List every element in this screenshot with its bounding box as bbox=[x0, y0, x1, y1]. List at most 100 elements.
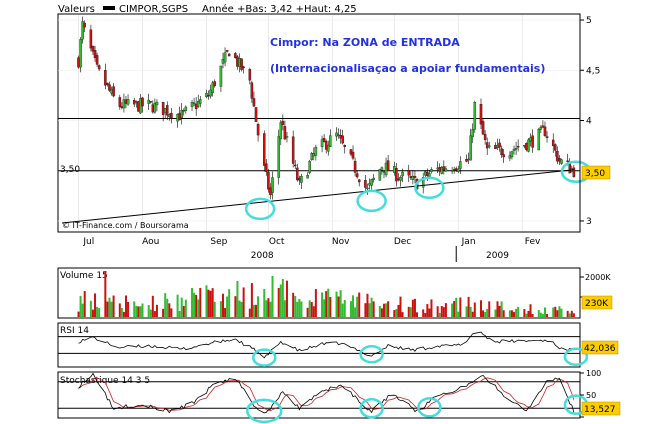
candle-body-up bbox=[79, 39, 82, 68]
volume-last-value: 230K bbox=[585, 299, 609, 309]
price-candle bbox=[163, 108, 167, 119]
volume-bar bbox=[442, 307, 445, 317]
candle-body-down bbox=[357, 179, 361, 183]
volume-bar bbox=[556, 310, 559, 317]
price-y-tick-label: 5 bbox=[586, 16, 592, 26]
volume-bar bbox=[228, 289, 231, 317]
candle-body-up bbox=[471, 129, 474, 137]
price-candle bbox=[254, 107, 258, 122]
volume-bar bbox=[285, 280, 288, 317]
price-candle bbox=[120, 102, 124, 110]
rsi-highlight-circle bbox=[359, 344, 384, 364]
price-candle bbox=[399, 175, 402, 187]
volume-bar bbox=[120, 307, 123, 317]
candle-body-down bbox=[108, 84, 111, 91]
volume-bar bbox=[137, 306, 140, 317]
price-candle bbox=[221, 52, 225, 69]
volume-bar bbox=[382, 303, 385, 317]
price-candle bbox=[560, 158, 563, 165]
candle-body-down bbox=[77, 57, 80, 68]
volume-bar bbox=[531, 314, 534, 317]
volume-bar bbox=[335, 291, 338, 317]
candle-body-down bbox=[341, 135, 344, 144]
volume-bar bbox=[298, 298, 301, 317]
price-candle bbox=[147, 93, 150, 111]
volume-bar bbox=[525, 313, 528, 317]
candle-body-up bbox=[527, 139, 530, 152]
price-candle bbox=[386, 154, 390, 171]
volume-bar bbox=[197, 299, 200, 317]
price-y-tick-label: 3 bbox=[586, 217, 592, 227]
x-axis: Jul Aou Sep Oct Nov Dec Jan Fev 2008 2009 bbox=[82, 237, 541, 262]
instrument-name: CIMPOR,SGPS bbox=[119, 4, 188, 15]
price-candle bbox=[430, 167, 433, 174]
volume-bar bbox=[327, 288, 330, 317]
rsi-title: RSI 14 bbox=[60, 326, 89, 336]
volume-bar bbox=[552, 307, 555, 317]
volume-bar bbox=[104, 271, 107, 317]
price-candle bbox=[407, 164, 411, 182]
price-candle bbox=[279, 120, 283, 146]
candle-body-up bbox=[163, 108, 167, 113]
price-candle bbox=[397, 173, 400, 182]
candle-body-down bbox=[395, 168, 398, 182]
price-candle bbox=[227, 53, 231, 57]
price-candle bbox=[469, 128, 472, 161]
price-candle bbox=[77, 55, 80, 69]
volume-bar bbox=[79, 295, 82, 317]
candle-body-up bbox=[182, 110, 186, 112]
candle-body-up bbox=[496, 145, 499, 149]
volume-bar bbox=[96, 306, 99, 317]
volume-bar bbox=[471, 311, 474, 317]
price-candle bbox=[364, 175, 367, 192]
price-candle bbox=[139, 93, 142, 115]
volume-bar bbox=[234, 296, 237, 317]
volume-bar bbox=[527, 310, 530, 317]
stochastic-lines bbox=[78, 372, 575, 414]
volume-bar bbox=[529, 304, 532, 317]
volume-bar bbox=[242, 287, 245, 317]
volume-bar bbox=[112, 295, 115, 317]
candle-body-up bbox=[473, 102, 477, 130]
candle-body-down bbox=[240, 58, 243, 70]
price-candle bbox=[199, 96, 202, 108]
candle-body-down bbox=[250, 82, 254, 99]
volume-bar bbox=[323, 299, 326, 317]
candle-body-down bbox=[442, 166, 446, 171]
volume-bar bbox=[508, 310, 511, 317]
price-candle bbox=[135, 100, 138, 108]
price-candle bbox=[450, 166, 454, 175]
candle-body-down bbox=[351, 151, 355, 159]
candle-body-up bbox=[523, 145, 526, 147]
volume-bar bbox=[451, 303, 454, 317]
rsi-series-line bbox=[78, 331, 575, 359]
volume-bar bbox=[209, 290, 212, 317]
price-candle bbox=[205, 89, 208, 99]
candle-body-up bbox=[384, 162, 388, 176]
price-candle bbox=[89, 24, 93, 52]
price-candle bbox=[471, 123, 474, 144]
volume-bar bbox=[176, 294, 179, 317]
volume-bar bbox=[510, 310, 513, 317]
volume-bar bbox=[238, 300, 241, 317]
x-month-label: Jul bbox=[82, 237, 94, 247]
volume-bar bbox=[494, 309, 497, 317]
price-candle bbox=[314, 144, 318, 161]
candle-body-up bbox=[366, 187, 369, 190]
x-year-label: 2009 bbox=[486, 251, 509, 261]
price-candle bbox=[308, 159, 311, 175]
candle-body-down bbox=[500, 148, 503, 156]
price-candle bbox=[207, 90, 210, 100]
price-candle bbox=[556, 146, 559, 165]
price-candle bbox=[355, 170, 359, 179]
candle-body-up bbox=[238, 58, 241, 68]
candle-body-down bbox=[149, 101, 153, 103]
candle-body-down bbox=[479, 104, 483, 125]
candle-body-up bbox=[529, 137, 532, 142]
price-candle bbox=[110, 86, 113, 96]
volume-bar bbox=[269, 301, 272, 317]
candle-body-down bbox=[118, 97, 122, 107]
volume-bar bbox=[267, 298, 270, 317]
price-candle bbox=[368, 178, 371, 190]
price-candle bbox=[170, 108, 173, 124]
